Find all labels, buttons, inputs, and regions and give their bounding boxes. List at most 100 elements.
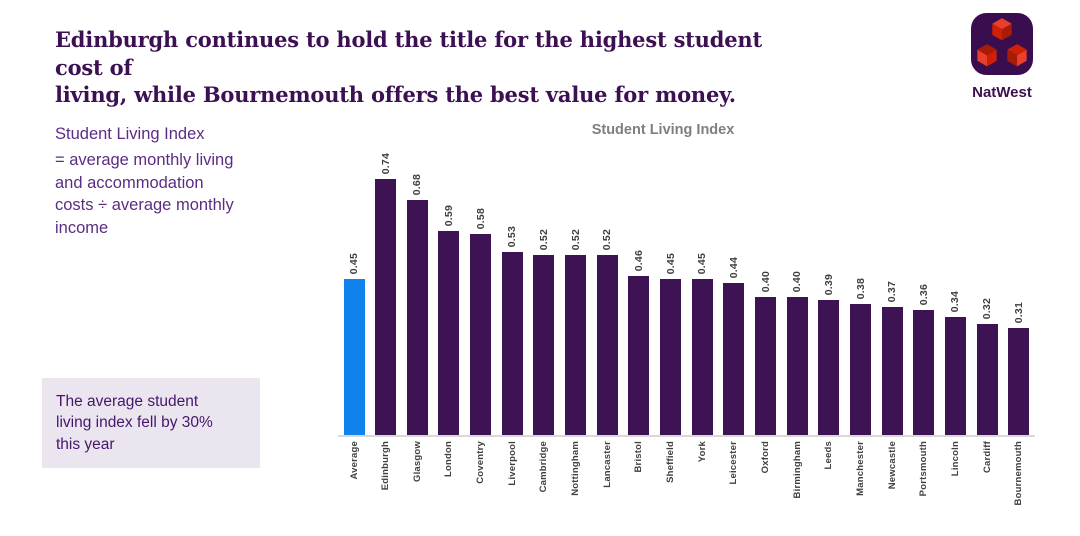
index-definition-body: = average monthly living and accommodati…: [55, 150, 234, 238]
bar-column-lincoln: 0.34: [944, 291, 966, 435]
bar-york: [691, 279, 713, 435]
bar-edinburgh: [375, 179, 397, 435]
bar-value-label: 0.34: [949, 290, 962, 312]
category-cell-average: Average: [343, 441, 365, 480]
bar-column-leeds: 0.39: [818, 274, 840, 435]
category-label: Newcastle: [886, 441, 898, 490]
bar-column-newcastle: 0.37: [881, 281, 903, 435]
bar-value-label: 0.31: [1012, 301, 1025, 323]
bar-leeds: [818, 300, 840, 435]
category-label: Lincoln: [949, 441, 961, 477]
bar-bristol: [628, 276, 650, 435]
chart-plot-area: 0.45 0.74 0.68 0.59 0.58 0.53 0.52 0.52 0.52 0.46…: [338, 142, 1035, 437]
index-definition: Student Living Index = average monthly l…: [55, 123, 290, 240]
category-label: Cardiff: [981, 441, 993, 474]
bar-column-coventry: 0.58: [470, 208, 492, 435]
bar-column-oxford: 0.40: [755, 271, 777, 435]
bar-column-glasgow: 0.68: [406, 174, 428, 435]
bar-value-label: 0.52: [537, 228, 550, 250]
bar-column-sheffield: 0.45: [660, 253, 682, 435]
category-cell-lincoln: Lincoln: [944, 441, 966, 476]
bar-lincoln: [944, 317, 966, 435]
bar-column-cambridge: 0.52: [533, 229, 555, 435]
category-cell-glasgow: Glasgow: [406, 441, 428, 482]
bar-value-label: 0.40: [759, 270, 772, 292]
category-label: Glasgow: [411, 441, 423, 482]
category-cell-oxford: Oxford: [755, 441, 777, 473]
category-label: Bristol: [633, 441, 645, 473]
bar-bournemouth: [1008, 328, 1030, 435]
category-label: York: [696, 441, 708, 463]
index-definition-heading: Student Living Index: [55, 125, 205, 143]
category-label: Edinburgh: [380, 441, 392, 491]
bar-column-nottingham: 0.52: [565, 229, 587, 435]
bar-value-label: 0.68: [411, 173, 424, 195]
bar-value-label: 0.40: [791, 270, 804, 292]
bar-column-bournemouth: 0.31: [1008, 302, 1030, 435]
bar-coventry: [470, 234, 492, 435]
category-cell-york: York: [691, 441, 713, 462]
category-label: Oxford: [760, 441, 772, 474]
bar-value-label: 0.52: [569, 228, 582, 250]
category-label: Leicester: [728, 441, 740, 485]
category-label: Sheffield: [665, 441, 677, 483]
category-label: Coventry: [475, 441, 487, 484]
bar-value-label: 0.45: [696, 252, 709, 274]
bar-cardiff: [976, 324, 998, 435]
bar-london: [438, 231, 460, 435]
bar-column-lancaster: 0.52: [596, 229, 618, 435]
category-cell-london: London: [438, 441, 460, 477]
category-label: Lancaster: [601, 441, 613, 488]
natwest-cubes-icon: [971, 13, 1033, 80]
chart-title: Student Living Index: [591, 122, 735, 138]
bar-nottingham: [565, 255, 587, 435]
bar-column-average: 0.45: [343, 253, 365, 435]
category-cell-bristol: Bristol: [628, 441, 650, 473]
natwest-wordmark: NatWest: [972, 84, 1032, 101]
bar-column-portsmouth: 0.36: [913, 284, 935, 435]
category-label: Nottingham: [570, 441, 582, 496]
bar-column-cardiff: 0.32: [976, 298, 998, 435]
category-label: Leeds: [823, 441, 835, 470]
bar-newcastle: [881, 307, 903, 435]
bar-value-label: 0.46: [632, 249, 645, 271]
category-label: Average: [348, 441, 360, 480]
category-cell-liverpool: Liverpool: [501, 441, 523, 486]
bar-value-label: 0.52: [601, 228, 614, 250]
category-cell-nottingham: Nottingham: [565, 441, 587, 496]
bar-oxford: [755, 297, 777, 435]
bar-column-liverpool: 0.53: [501, 226, 523, 435]
bar-value-label: 0.37: [886, 280, 899, 302]
page-title: Edinburgh continues to hold the title fo…: [55, 27, 762, 108]
category-cell-cambridge: Cambridge: [533, 441, 555, 492]
category-cell-manchester: Manchester: [850, 441, 872, 496]
bar-value-label: 0.45: [664, 252, 677, 274]
category-cell-bournemouth: Bournemouth: [1008, 441, 1030, 505]
bar-value-label: 0.74: [379, 152, 392, 174]
category-cell-lancaster: Lancaster: [596, 441, 618, 488]
callout-box: The average student living index fell by…: [42, 378, 260, 469]
category-label: Manchester: [855, 441, 866, 496]
category-cell-leicester: Leicester: [723, 441, 745, 485]
bar-leicester: [723, 283, 745, 435]
category-cell-cardiff: Cardiff: [976, 441, 998, 473]
category-cell-birmingham: Birmingham: [786, 441, 808, 498]
bar-value-label: 0.38: [854, 277, 867, 299]
category-cell-portsmouth: Portsmouth: [913, 441, 935, 496]
bar-glasgow: [406, 200, 428, 435]
bar-value-label: 0.53: [506, 225, 519, 247]
bar-column-edinburgh: 0.74: [375, 153, 397, 435]
bar-value-label: 0.39: [822, 273, 835, 295]
category-label: Cambridge: [538, 441, 550, 493]
bar-column-manchester: 0.38: [850, 278, 872, 435]
bar-birmingham: [786, 297, 808, 435]
bar-column-london: 0.59: [438, 205, 460, 435]
category-cell-coventry: Coventry: [470, 441, 492, 484]
bar-column-york: 0.45: [691, 253, 713, 435]
category-label: Portsmouth: [918, 441, 930, 497]
bar-value-label: 0.59: [442, 204, 455, 226]
natwest-logo: NatWest: [964, 13, 1040, 101]
category-cell-sheffield: Sheffield: [660, 441, 682, 483]
chart-category-axis: Average Edinburgh Glasgow London Coventry Liv…: [338, 441, 1035, 521]
